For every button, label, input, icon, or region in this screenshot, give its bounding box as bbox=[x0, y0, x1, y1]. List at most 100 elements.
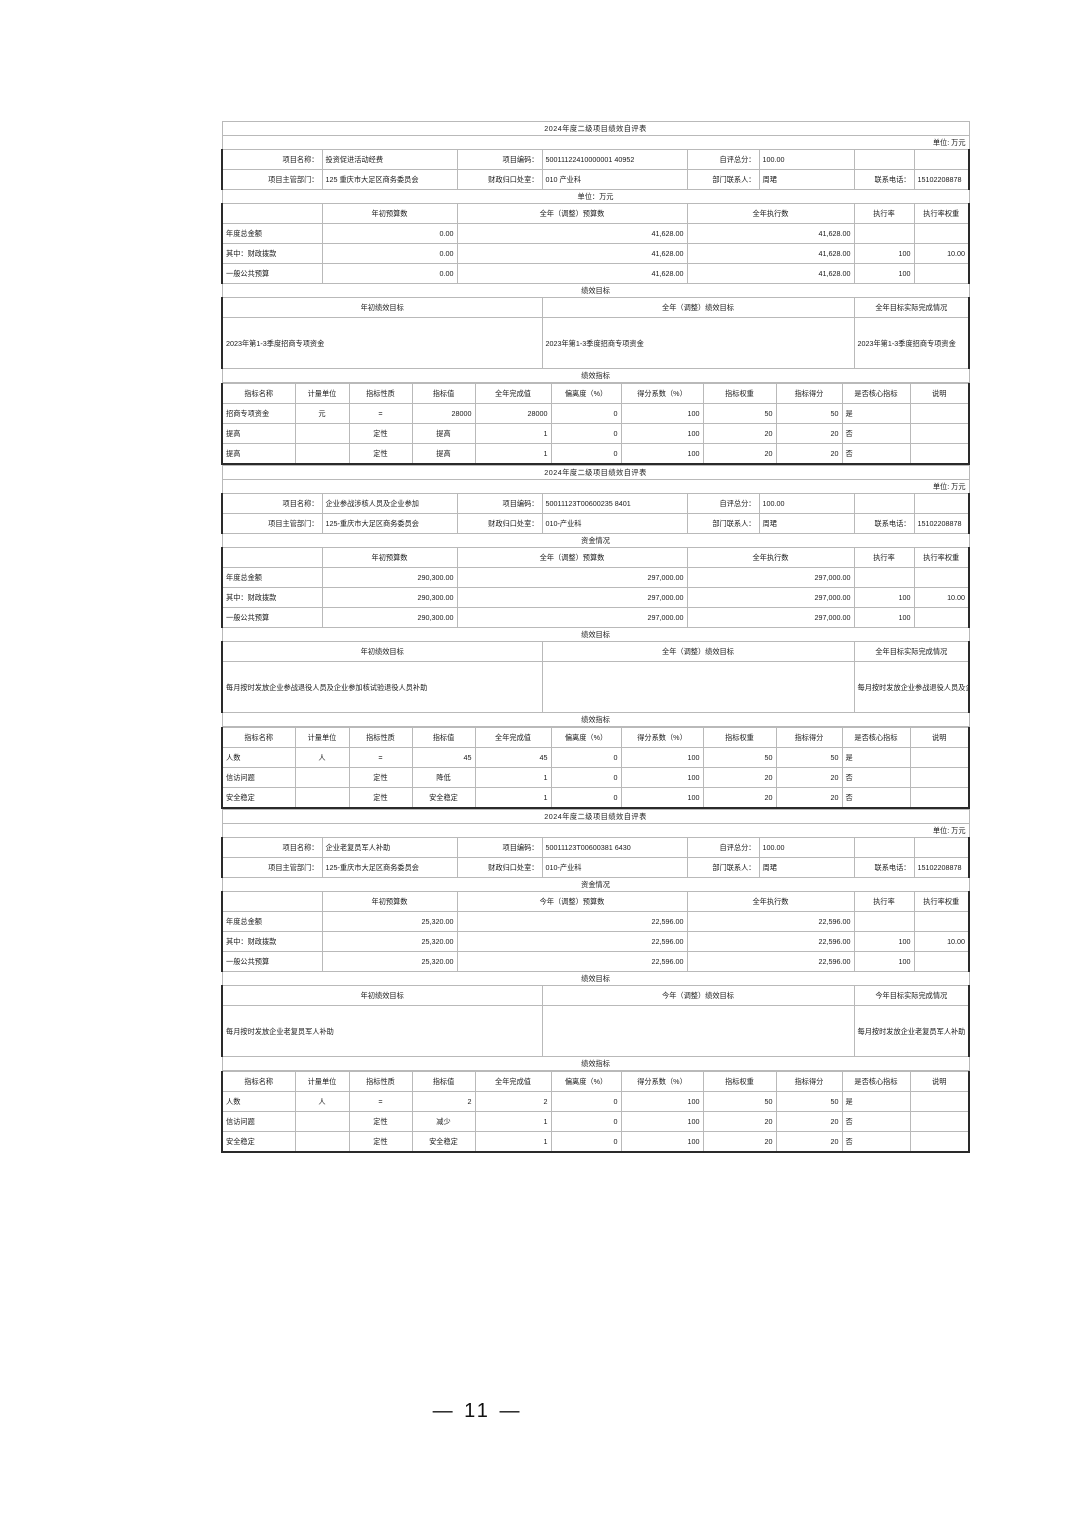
ind-target: 2 bbox=[411, 1091, 476, 1112]
ind-weight: 20 bbox=[702, 1131, 777, 1153]
ind-target: 安全稳定 bbox=[411, 1131, 476, 1153]
table-title-row: 2024年度二级项目绩效自评表 bbox=[221, 465, 970, 480]
ind-note bbox=[909, 403, 970, 424]
fund-column-header-row: 年初预算数 全年（调整）预算数 全年执行数 执行率 执行率权重 bbox=[221, 203, 971, 224]
value-contact-phone: 15102208878 bbox=[913, 857, 971, 878]
ind-score: 50 bbox=[775, 1091, 843, 1112]
ind-core: 否 bbox=[841, 1111, 911, 1132]
table-row: 信访问题 定性 减少 1 0 100 20 20 否 bbox=[221, 1111, 970, 1132]
section-indicator: 绩效指标 bbox=[221, 1056, 970, 1071]
ind-actual: 1 bbox=[474, 443, 552, 465]
ind-coefficient: 100 bbox=[620, 403, 704, 424]
fund-weight bbox=[913, 263, 971, 284]
ind-weight: 50 bbox=[702, 747, 777, 768]
ind-core: 是 bbox=[841, 1091, 911, 1112]
fund-weight-score: 10.00 bbox=[913, 931, 971, 952]
ind-col-coefficient: 得分系数（%） bbox=[620, 1071, 704, 1092]
ind-actual: 1 bbox=[474, 423, 552, 444]
ind-name: 安全稳定 bbox=[221, 1131, 296, 1153]
ind-note bbox=[909, 423, 970, 444]
goal-initial-text: 2023年第1-3季度招商专项资金 bbox=[221, 317, 543, 369]
indicator-header-row: 指标名称 计量单位 指标性质 指标值 全年完成值 偏离度（%） 得分系数（%） … bbox=[221, 383, 970, 404]
ind-col-name: 指标名称 bbox=[221, 1071, 296, 1092]
goal-column-header-row: 年初绩效目标 全年（调整）绩效目标 全年目标实际完成情况 bbox=[221, 297, 971, 318]
ind-deviation: 0 bbox=[550, 1091, 622, 1112]
ind-col-name: 指标名称 bbox=[221, 727, 296, 748]
page-title: 2024年度二级项目绩效自评表 bbox=[221, 465, 970, 480]
fund-col-initial: 年初预算数 bbox=[321, 891, 458, 912]
value-dept-in-charge: 125-重庆市大足区商务委员会 bbox=[321, 513, 458, 534]
ind-core: 否 bbox=[841, 787, 911, 809]
ind-core: 是 bbox=[841, 747, 911, 768]
ind-col-target: 指标值 bbox=[411, 383, 476, 404]
ind-unit bbox=[294, 1131, 350, 1153]
ind-actual: 1 bbox=[474, 1131, 552, 1153]
value-project-code: 50011123T00600235 8401 bbox=[541, 493, 688, 514]
ind-name: 招商专项资金 bbox=[221, 403, 296, 424]
label-dept-contact: 部门联系人： bbox=[686, 169, 760, 190]
fund-executed: 297,000.00 bbox=[686, 587, 855, 608]
label-finance-office: 财政归口处室： bbox=[456, 857, 543, 878]
ind-col-score: 指标得分 bbox=[775, 1071, 843, 1092]
ind-coefficient: 100 bbox=[620, 1111, 704, 1132]
table-row: 提高 定性 提高 1 0 100 20 20 否 bbox=[221, 423, 970, 444]
fund-adjusted: 22,596.00 bbox=[456, 911, 688, 932]
label-self-score: 自评总分： bbox=[686, 149, 760, 170]
fund-row-label: 年度总金额 bbox=[221, 911, 323, 932]
fund-row-label: 其中：财政拨款 bbox=[221, 587, 323, 608]
label-finance-office: 财政归口处室： bbox=[456, 169, 543, 190]
ind-note bbox=[909, 1131, 970, 1153]
ind-weight: 20 bbox=[702, 767, 777, 788]
ind-col-note: 说明 bbox=[909, 1071, 970, 1092]
value-contact-phone: 15102208878 bbox=[913, 169, 971, 190]
ind-weight: 20 bbox=[702, 1111, 777, 1132]
label-dept-in-charge: 项目主管部门： bbox=[221, 169, 323, 190]
ind-col-coefficient: 得分系数（%） bbox=[620, 383, 704, 404]
ind-unit bbox=[294, 787, 350, 809]
goal-band-row: 绩效目标 bbox=[221, 971, 970, 986]
ind-name: 提高 bbox=[221, 423, 296, 444]
indicator-band-row: 绩效指标 bbox=[221, 368, 970, 383]
fund-initial: 25,320.00 bbox=[321, 911, 458, 932]
ind-core: 否 bbox=[841, 767, 911, 788]
fund-row-label: 其中：财政拨款 bbox=[221, 243, 323, 264]
ind-col-actual: 全年完成值 bbox=[474, 727, 552, 748]
goal-content-row: 2023年第1-3季度招商专项资金 2023年第1-3季度招商专项资金 2023… bbox=[221, 317, 971, 369]
value-finance-office: 010-产业科 bbox=[541, 513, 688, 534]
unit-note: 单位: 万元 bbox=[221, 479, 970, 494]
ind-actual: 1 bbox=[474, 1111, 552, 1132]
ind-coefficient: 100 bbox=[620, 1131, 704, 1153]
fund-row: 其中：财政拨款 0.00 41,628.00 41,628.00 100 10.… bbox=[221, 243, 971, 264]
fund-initial: 0.00 bbox=[321, 223, 458, 244]
value-finance-office: 010 产业科 bbox=[541, 169, 688, 190]
ind-weight: 50 bbox=[702, 403, 777, 424]
value-dept-contact: 周珺 bbox=[758, 857, 855, 878]
table-row: 招商专项资金 元 = 28000 28000 0 100 50 50 是 bbox=[221, 403, 970, 424]
goal-band-row: 绩效目标 bbox=[221, 283, 970, 298]
fund-initial: 25,320.00 bbox=[321, 951, 458, 972]
ind-deviation: 0 bbox=[550, 423, 622, 444]
fund-initial: 290,300.00 bbox=[321, 567, 458, 588]
label-dept-contact: 部门联系人： bbox=[686, 857, 760, 878]
section-goal: 绩效目标 bbox=[221, 627, 970, 642]
ind-nature: 定性 bbox=[348, 787, 413, 809]
ind-deviation: 0 bbox=[550, 443, 622, 465]
fund-executed: 22,596.00 bbox=[686, 911, 855, 932]
goal-adjusted-text bbox=[541, 661, 855, 713]
ind-col-core: 是否核心指标 bbox=[841, 383, 911, 404]
ind-score: 20 bbox=[775, 787, 843, 809]
value-finance-office: 010-产业科 bbox=[541, 857, 688, 878]
ind-deviation: 0 bbox=[550, 403, 622, 424]
ind-target: 提高 bbox=[411, 443, 476, 465]
ind-target: 28000 bbox=[411, 403, 476, 424]
unit-note-row: 单位: 万元 bbox=[221, 479, 970, 494]
fund-adjusted: 22,596.00 bbox=[456, 951, 688, 972]
ind-coefficient: 100 bbox=[620, 443, 704, 465]
unit-note-row: 单位: 万元 bbox=[221, 823, 970, 838]
label-contact-phone: 联系电话： bbox=[853, 513, 915, 534]
fund-col-rate: 执行率 bbox=[853, 891, 915, 912]
ind-score: 20 bbox=[775, 767, 843, 788]
goal-adjusted-text bbox=[541, 1005, 855, 1057]
goal-adjusted-text: 2023年第1-3季度招商专项资金 bbox=[541, 317, 855, 369]
